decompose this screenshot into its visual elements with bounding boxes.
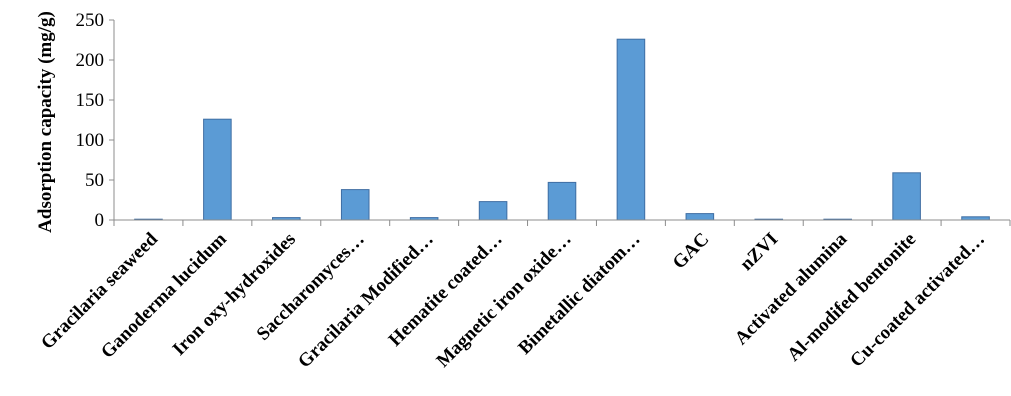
x-tick-label: Cu-coated activated… [846, 229, 989, 372]
bar [547, 181, 577, 221]
bar [340, 189, 370, 221]
bars [134, 38, 990, 221]
x-tick-label: nZVI [736, 229, 782, 275]
bar [203, 118, 232, 221]
x-tick-label: Magnetic iron oxide… [433, 229, 576, 372]
y-tick-label: 200 [76, 50, 105, 71]
x-tick-label: Gracilaria seaweed [37, 228, 162, 353]
x-tick-label: Ganoderma lucidum [97, 229, 231, 363]
x-tick-label: Iron oxy-hydroxides [169, 229, 300, 360]
x-tick-label: Al-modifed bentonite [783, 229, 920, 366]
x-tick-label: GAC [669, 229, 714, 274]
y-axis-title: Adsorption capacity (mg/g) [35, 11, 56, 233]
bar [892, 172, 921, 221]
x-tick-label: Hematite coated… [385, 229, 507, 351]
bar [616, 38, 646, 221]
bar [685, 213, 715, 221]
x-tick-label: Gracilaria Modified… [294, 229, 438, 373]
y-tick-label: 250 [76, 10, 105, 31]
x-axis-ticks [113, 220, 1011, 226]
bar [478, 201, 508, 221]
y-tick-label: 150 [76, 90, 105, 111]
y-tick-label: 50 [85, 170, 104, 191]
x-tick-label: Bimetallic diatom… [514, 229, 644, 359]
y-tick-label: 100 [76, 130, 105, 151]
y-axis-ticks: 0 50 100 150 200 250 [76, 10, 114, 231]
y-tick-label: 0 [95, 210, 105, 231]
